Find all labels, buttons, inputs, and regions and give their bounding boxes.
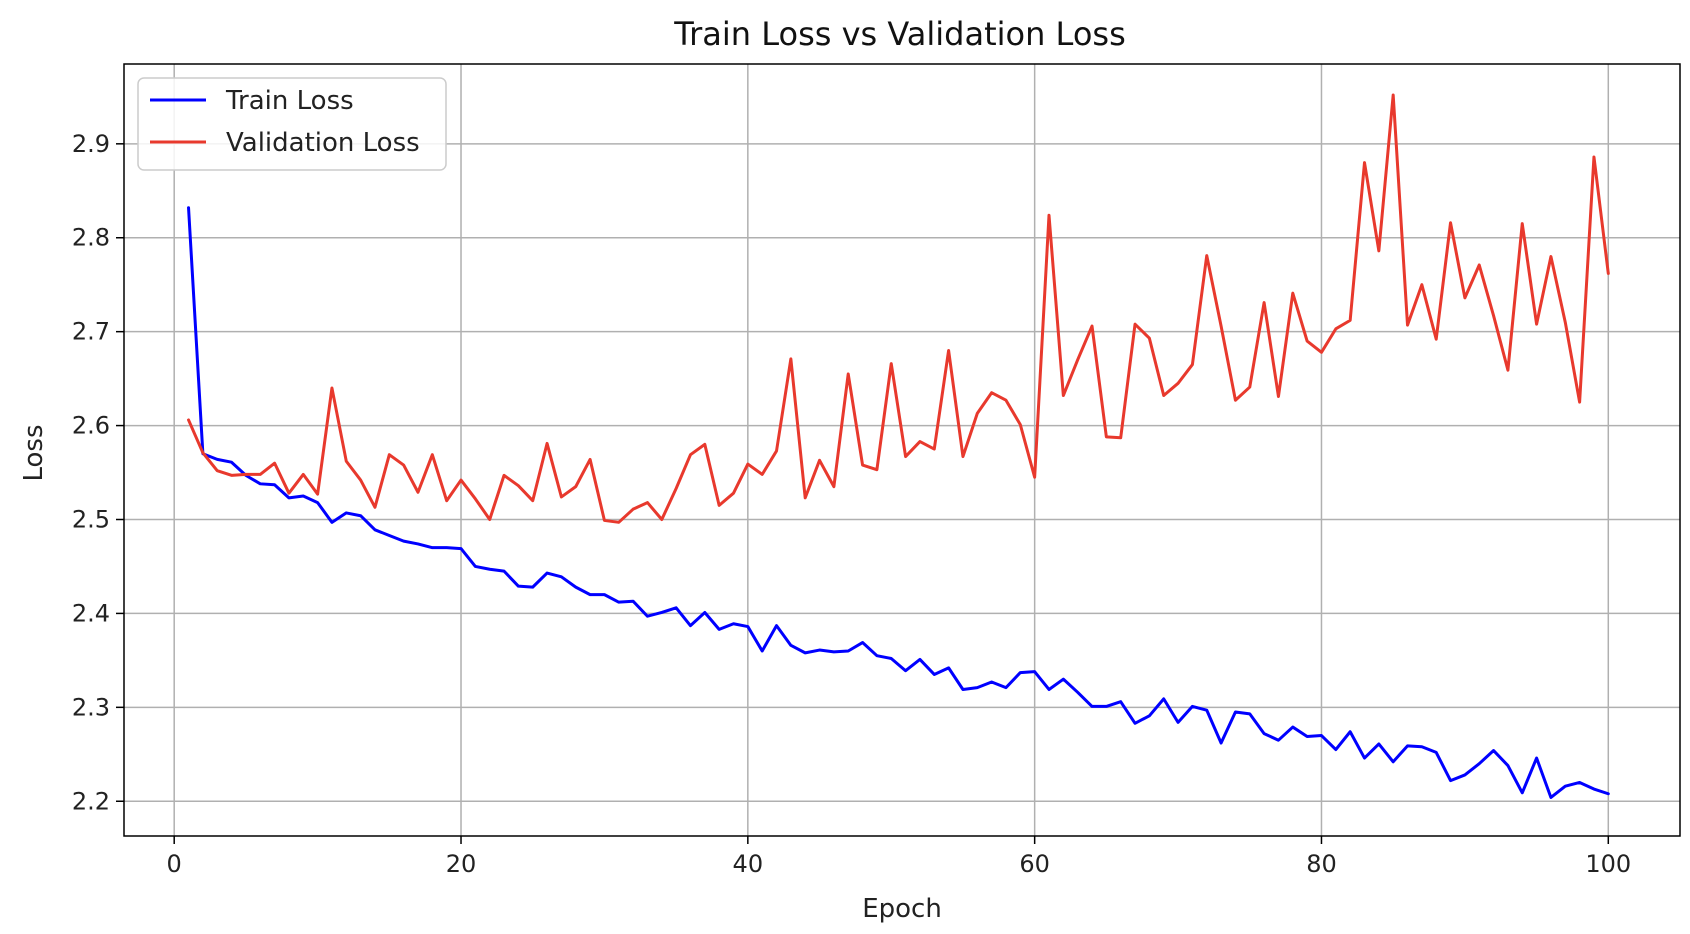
x-tick-label: 20: [446, 850, 477, 878]
y-axis-label: Loss: [19, 424, 49, 481]
axis-ticks: 0 20 40 60 80 100 2.2 2.3 2.4 2.5 2.6 2.7 2.8 2.9: [72, 130, 1631, 878]
x-axis-label: Epoch: [862, 894, 942, 924]
x-tick-label: 100: [1585, 850, 1631, 878]
x-tick-label: 60: [1019, 850, 1050, 878]
y-tick-label: 2.2: [72, 787, 110, 815]
y-tick-label: 2.7: [72, 318, 110, 346]
y-tick-label: 2.9: [72, 130, 110, 158]
legend-label-train-loss: Train Loss: [225, 86, 354, 116]
series-line-validation-loss: [187, 93, 1610, 524]
y-tick-label: 2.6: [72, 412, 110, 440]
series-line-train-loss: [187, 206, 1610, 799]
y-tick-label: 2.3: [72, 693, 110, 721]
x-tick-label: 40: [733, 850, 764, 878]
y-tick-label: 2.5: [72, 505, 110, 533]
series-layer: [187, 93, 1610, 799]
legend-label-validation-loss: Validation Loss: [226, 128, 420, 158]
grid-lines: [124, 64, 1680, 836]
y-tick-label: 2.4: [72, 599, 110, 627]
plot-frame: [123, 63, 1681, 837]
legend-box: [137, 77, 447, 171]
y-tick-label: 2.8: [72, 224, 110, 252]
x-tick-label: 80: [1306, 850, 1337, 878]
x-tick-label: 0: [167, 850, 182, 878]
chart-title: Train Loss vs Validation Loss: [673, 15, 1125, 53]
legend: Train Loss Validation Loss: [137, 77, 447, 171]
